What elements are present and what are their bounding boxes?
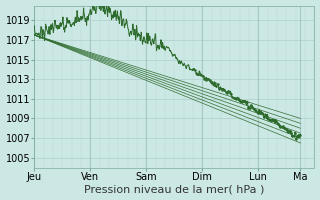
- X-axis label: Pression niveau de la mer( hPa ): Pression niveau de la mer( hPa ): [84, 184, 265, 194]
